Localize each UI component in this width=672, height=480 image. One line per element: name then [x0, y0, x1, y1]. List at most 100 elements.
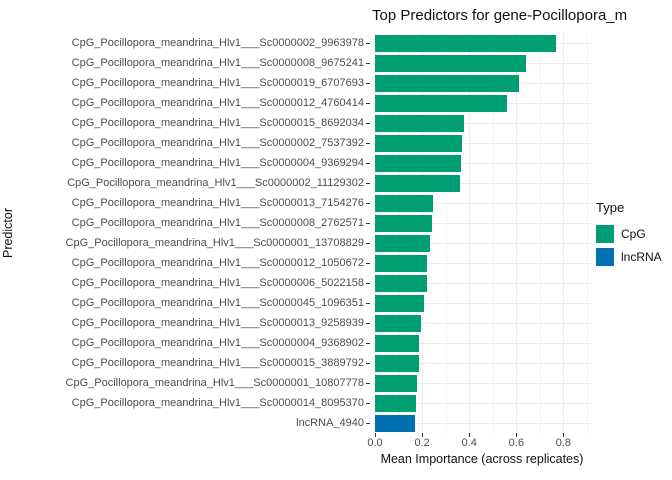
bar-cpg [375, 314, 421, 332]
legend-title: Type [596, 200, 625, 215]
x-tick-label: 0.2 [414, 437, 430, 449]
gridline-horizontal [372, 343, 592, 344]
bar-cpg [375, 254, 427, 272]
legend-item: lncRNA [596, 248, 672, 266]
y-axis-label: CpG_Pocillopora_meandrina_Hlv1___Sc00000… [71, 137, 364, 149]
gridline-horizontal [372, 223, 592, 224]
bar-cpg [375, 134, 463, 152]
bar-cpg [375, 274, 427, 292]
gridline-horizontal [372, 363, 592, 364]
y-axis-label: CpG_Pocillopora_meandrina_Hlv1___Sc00000… [71, 197, 364, 209]
legend-label: CpG [621, 227, 646, 241]
gridline-vertical [469, 33, 471, 433]
y-tick-mark [366, 63, 370, 64]
y-tick-mark [366, 283, 370, 284]
y-tick-mark [366, 343, 370, 344]
bar-lncrna [375, 414, 416, 432]
y-tick-mark [366, 183, 370, 184]
legend: Type CpG lncRNA [596, 200, 672, 271]
bar-cpg [375, 194, 433, 212]
legend-items: CpG lncRNA [596, 225, 672, 266]
gridline-vertical [492, 33, 494, 433]
bar-cpg [375, 54, 526, 72]
bar-cpg [375, 94, 507, 112]
bar-cpg [375, 354, 419, 372]
bar-cpg [375, 34, 557, 52]
y-tick-mark [366, 123, 370, 124]
x-tick-mark [469, 433, 471, 437]
gridline-horizontal [372, 163, 592, 164]
gridline-vertical [563, 33, 565, 433]
bar-cpg [375, 334, 419, 352]
y-tick-mark [366, 263, 370, 264]
y-axis-label: CpG_Pocillopora_meandrina_Hlv1___Sc00000… [71, 217, 364, 229]
gridline-horizontal [372, 183, 592, 184]
bar-cpg [375, 114, 465, 132]
bar-cpg [375, 234, 431, 252]
legend-label: lncRNA [621, 250, 662, 264]
gridline-vertical [422, 33, 424, 433]
gridline-horizontal [372, 123, 592, 124]
legend-swatch-cpg [596, 225, 614, 243]
gridline-horizontal [372, 243, 592, 244]
y-axis-label: CpG_Pocillopora_meandrina_Hlv1___Sc00000… [65, 237, 364, 249]
y-tick-mark [366, 323, 370, 324]
y-tick-mark [366, 163, 370, 164]
y-tick-mark [366, 423, 370, 424]
gridline-vertical [398, 33, 400, 433]
gridline-horizontal [372, 423, 592, 424]
gridline-horizontal [372, 323, 592, 324]
gridline-vertical [539, 33, 541, 433]
y-tick-mark [366, 143, 370, 144]
plot-panel [372, 33, 592, 433]
y-tick-mark [366, 243, 370, 244]
bar-cpg [375, 154, 461, 172]
gridline-horizontal [372, 283, 592, 284]
y-axis-label: CpG_Pocillopora_meandrina_Hlv1___Sc00000… [71, 317, 364, 329]
bar-cpg [375, 74, 519, 92]
gridline-horizontal [372, 263, 592, 264]
x-tick-label: 0.4 [461, 437, 477, 449]
gridline-vertical [516, 33, 518, 433]
y-axis-label: CpG_Pocillopora_meandrina_Hlv1___Sc00000… [71, 397, 364, 409]
gridline-horizontal [372, 303, 592, 304]
y-axis-label: CpG_Pocillopora_meandrina_Hlv1___Sc00000… [71, 97, 364, 109]
y-tick-mark [366, 383, 370, 384]
y-axis-label: CpG_Pocillopora_meandrina_Hlv1___Sc00000… [71, 57, 364, 69]
x-tick-label: 0.6 [508, 437, 524, 449]
legend-swatch-lncrna [596, 248, 614, 266]
gridline-horizontal [372, 203, 592, 204]
y-tick-mark [366, 43, 370, 44]
y-axis-label: CpG_Pocillopora_meandrina_Hlv1___Sc00000… [71, 157, 364, 169]
gridline-vertical [375, 33, 376, 433]
y-axis-label: CpG_Pocillopora_meandrina_Hlv1___Sc00000… [71, 117, 364, 129]
y-axis-label: CpG_Pocillopora_meandrina_Hlv1___Sc00000… [67, 177, 364, 189]
y-axis-label: CpG_Pocillopora_meandrina_Hlv1___Sc00000… [71, 37, 364, 49]
y-tick-mark [366, 303, 370, 304]
y-axis-label: lncRNA_4940 [296, 417, 364, 429]
x-tick-label: 0.8 [555, 437, 572, 449]
gridline-horizontal [372, 383, 592, 384]
y-tick-mark [366, 83, 370, 84]
bar-cpg [375, 294, 425, 312]
x-tick-label: 0.0 [367, 437, 383, 449]
y-axis-label: CpG_Pocillopora_meandrina_Hlv1___Sc00000… [71, 337, 364, 349]
y-axis-labels: CpG_Pocillopora_meandrina_Hlv1___Sc00000… [0, 33, 364, 433]
bar-cpg [375, 174, 460, 192]
y-tick-mark [366, 403, 370, 404]
x-tick-mark [375, 433, 376, 437]
chart-title: Top Predictors for gene-Pocillopora_m [372, 7, 628, 24]
x-tick-mark [422, 433, 424, 437]
bar-cpg [375, 374, 418, 392]
x-axis-title: Mean Importance (across replicates) [380, 452, 584, 466]
y-axis-title: Predictor [1, 207, 15, 259]
gridline-horizontal [372, 403, 592, 404]
bar-cpg [375, 394, 417, 412]
gridline-vertical [586, 33, 588, 433]
x-tick-mark [563, 433, 565, 437]
legend-item: CpG [596, 225, 672, 243]
y-tick-mark [366, 103, 370, 104]
y-tick-mark [366, 203, 370, 204]
bar-cpg [375, 214, 432, 232]
